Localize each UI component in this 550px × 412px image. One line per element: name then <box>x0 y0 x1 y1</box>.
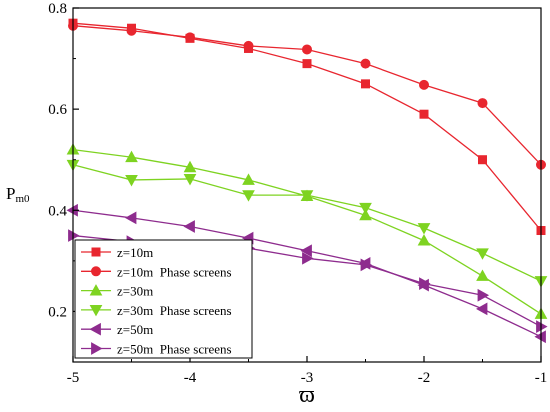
legend-item: z=10m <box>81 245 153 260</box>
data-point <box>478 155 487 165</box>
legend-item: z=10m Phase screens <box>81 264 232 279</box>
y-axis-label-subscript: m0 <box>15 193 30 205</box>
y-tick-label: 0.4 <box>48 203 67 219</box>
x-tick-label: -2 <box>418 370 431 386</box>
data-point <box>183 160 197 173</box>
x-tick-label: -4 <box>184 370 197 386</box>
data-point <box>302 59 312 69</box>
legend-label: z=30m Phase screens <box>117 303 232 318</box>
legend-label: z=30m <box>117 284 153 299</box>
legend-label: z=10m <box>117 245 153 260</box>
data-point <box>419 277 431 290</box>
x-tick-label: -5 <box>67 370 80 386</box>
legend-marker <box>89 305 103 317</box>
data-point <box>242 190 255 202</box>
data-point <box>302 44 312 55</box>
y-tick-label: 0.8 <box>48 1 67 17</box>
x-tick-label: -3 <box>301 370 314 386</box>
data-point <box>300 244 312 258</box>
data-point <box>419 109 429 119</box>
data-point <box>476 248 489 260</box>
legend: z=10m z=10m Phase screens z=30m z=30m Phase… <box>74 239 253 359</box>
data-point <box>475 302 488 316</box>
legend-marker <box>91 247 101 257</box>
legend-item: z=30m <box>81 284 153 299</box>
data-point <box>125 175 138 187</box>
legend-label: z=10m Phase screens <box>117 264 232 279</box>
data-point <box>359 202 372 215</box>
data-point <box>242 173 255 185</box>
data-point <box>477 98 488 109</box>
data-point <box>183 220 195 233</box>
data-point <box>476 269 489 281</box>
data-point <box>417 223 431 235</box>
x-axis-label: ϖ <box>299 382 315 408</box>
legend-label: z=50m <box>117 322 153 337</box>
data-point <box>183 174 197 186</box>
axis-ticks: -5 -4 -3 -2 -1 0.2 0.4 0.6 0.8 <box>48 1 547 386</box>
data-point <box>360 258 373 272</box>
legend-item: z=50m Phase screens <box>81 342 232 357</box>
legend-marker <box>91 266 101 277</box>
y-tick-label: 0.2 <box>48 304 67 320</box>
legend-marker <box>89 284 103 296</box>
data-point <box>417 234 431 246</box>
legend-item: z=30m Phase screens <box>81 303 232 318</box>
series-2 <box>68 20 546 170</box>
data-point <box>126 25 137 36</box>
legend-item: z=50m <box>81 322 153 337</box>
legend-marker <box>91 342 103 355</box>
legend-box <box>74 239 253 359</box>
data-point <box>360 58 371 69</box>
data-point <box>124 211 137 225</box>
data-point <box>359 208 372 221</box>
legend-marker <box>89 322 101 336</box>
data-point <box>300 190 314 202</box>
y-tick-label: 0.6 <box>48 102 67 118</box>
data-point <box>419 79 429 90</box>
data-point <box>185 32 195 43</box>
y-axis-label-main: P <box>6 184 15 203</box>
y-axis-label: Pm0 <box>6 184 30 205</box>
data-point <box>302 251 314 265</box>
x-tick-label: -1 <box>535 370 548 386</box>
data-point <box>125 150 138 163</box>
legend-label: z=50m Phase screens <box>117 342 232 357</box>
data-point <box>477 288 490 302</box>
data-point <box>243 40 254 51</box>
data-point <box>361 79 370 89</box>
